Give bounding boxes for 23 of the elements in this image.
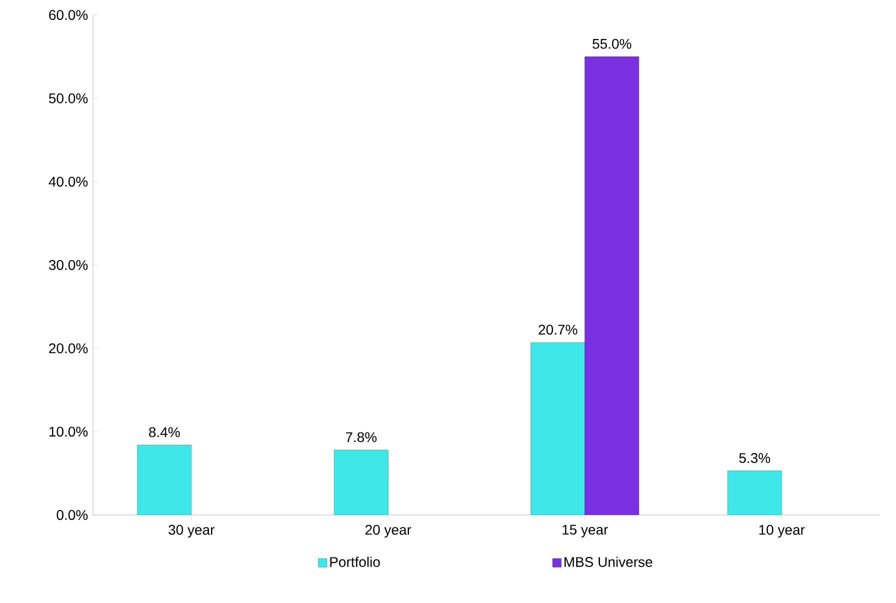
data-label: 20.7% (538, 324, 578, 335)
y-tick-label: 10.0% (50, 426, 88, 437)
x-tick-label: 15 year (562, 524, 608, 538)
x-tick-label: 30 year (168, 524, 214, 538)
legend-label: MBS Universe (564, 556, 652, 567)
y-tick-label: 20.0% (49, 343, 88, 354)
y-tick-label: 30.0% (48, 260, 88, 270)
data-label: 55.0% (592, 38, 632, 49)
legend-label: Portfolio (330, 556, 380, 567)
data-label: 7.8% (346, 432, 377, 442)
bar (334, 450, 388, 515)
x-tick-label: 10 year (759, 524, 805, 538)
x-tick-label: 20 year (365, 524, 412, 538)
data-label: 5.3% (739, 453, 770, 463)
y-tick-label: 0.0% (56, 510, 88, 520)
bar (727, 470, 782, 515)
bar (530, 342, 586, 515)
bar (584, 56, 640, 515)
y-tick-label: 60.0% (49, 10, 88, 20)
y-tick-label: 40.0% (48, 176, 88, 187)
bar (137, 444, 192, 515)
data-label: 8.4% (149, 427, 180, 438)
y-tick-label: 50.0% (49, 93, 88, 104)
